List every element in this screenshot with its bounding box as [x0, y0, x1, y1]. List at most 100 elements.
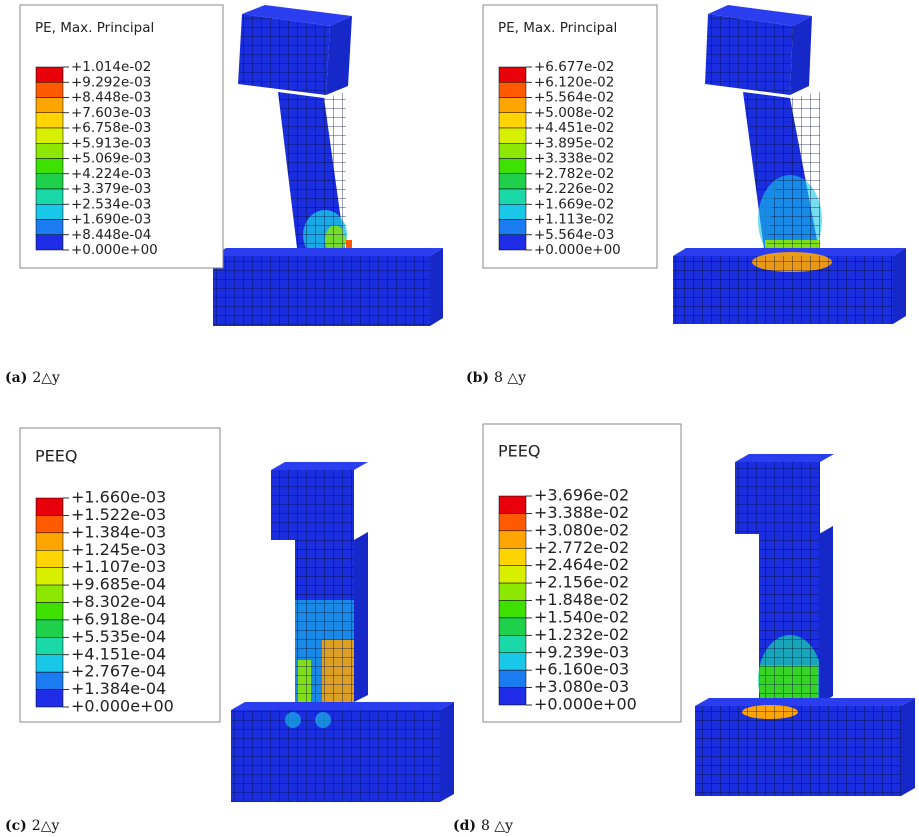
legend-swatch — [498, 112, 527, 129]
legend-label: +5.535e-04 — [71, 627, 166, 646]
legend-label: +1.540e-02 — [534, 607, 629, 626]
model-b — [673, 5, 906, 324]
legend-label: +3.080e-03 — [534, 677, 629, 696]
legend-label: +9.239e-03 — [534, 642, 629, 661]
legend-label: +3.379e-03 — [71, 181, 151, 197]
legend-label: +9.685e-04 — [71, 575, 166, 594]
legend-label: +0.000e+00 — [534, 242, 621, 258]
legend-swatch — [498, 582, 527, 601]
legend-swatch — [498, 687, 527, 706]
legend-swatch — [35, 637, 64, 655]
legend-swatch — [498, 565, 527, 584]
caption-text: 2△y — [32, 818, 60, 834]
legend-swatch — [498, 173, 527, 190]
legend-label: +5.008e-02 — [534, 105, 614, 121]
legend-swatch — [35, 497, 64, 516]
legend-label: +8.448e-03 — [71, 90, 151, 106]
legend-swatch — [498, 82, 527, 98]
caption-text: 2△y — [32, 370, 60, 386]
legend-swatch — [35, 689, 64, 708]
legend-label: +2.782e-02 — [534, 166, 614, 182]
legend-label: +0.000e+00 — [71, 242, 158, 258]
caption-text: 8 △y — [481, 818, 513, 834]
legend-label: +2.156e-02 — [534, 573, 629, 592]
legend-swatch — [35, 158, 64, 174]
legend-swatch — [498, 158, 527, 174]
legend-swatch — [35, 532, 64, 551]
legend-label: +6.677e-02 — [534, 59, 614, 75]
legend-label: +3.338e-02 — [534, 151, 614, 167]
legend-title: PE, Max. Principal — [35, 20, 154, 36]
legend-label: +1.690e-03 — [71, 212, 151, 228]
legend-label: +1.384e-03 — [71, 522, 166, 541]
legend-swatch — [498, 600, 527, 619]
legend-swatch — [498, 127, 527, 144]
legend-label: +2.226e-02 — [534, 181, 614, 197]
legend-label: +5.564e-02 — [534, 90, 614, 106]
legend-swatch — [35, 234, 64, 251]
legend-swatch — [498, 234, 527, 251]
legend-label: +8.448e-04 — [71, 227, 151, 243]
legend-label: +8.302e-04 — [71, 592, 166, 611]
caption-label: (b) — [466, 370, 489, 386]
legend-swatch — [35, 127, 64, 144]
legend-title: PEEQ — [35, 447, 77, 466]
legend-swatch — [35, 112, 64, 129]
legend-swatch — [35, 619, 64, 638]
legend-label: +3.696e-02 — [534, 486, 629, 505]
legend-label: +1.245e-03 — [71, 540, 166, 559]
legend-label: +4.451e-02 — [534, 120, 614, 136]
legend-swatch — [35, 584, 64, 603]
legend-swatch — [35, 97, 64, 113]
legend-title: PEEQ — [498, 442, 540, 461]
legend-label: +0.000e+00 — [534, 695, 637, 714]
legend-label: +1.660e-03 — [71, 488, 166, 507]
legend-swatch — [498, 219, 527, 235]
legend-swatch — [35, 654, 64, 673]
legend-swatch — [35, 219, 64, 235]
legend-label: +3.895e-02 — [534, 135, 614, 151]
legend-label: +4.151e-04 — [71, 644, 166, 663]
legend-label: +1.107e-03 — [71, 557, 166, 576]
legend-label: +6.758e-03 — [71, 120, 151, 136]
legend-swatch — [498, 652, 527, 671]
legend-swatch — [498, 143, 527, 159]
caption-text: 8 △y — [494, 370, 526, 386]
legend-label: +1.384e-04 — [71, 679, 166, 698]
legend-label: +0.000e+00 — [71, 697, 174, 716]
legend-label: +9.292e-03 — [71, 74, 151, 90]
legend-label: +6.160e-03 — [534, 660, 629, 679]
legend-swatch — [35, 173, 64, 190]
legend-swatch — [498, 204, 527, 220]
legend-label: +2.767e-04 — [71, 662, 166, 681]
legend-label: +1.113e-02 — [534, 212, 614, 228]
caption-label: (d) — [453, 818, 476, 834]
caption-label: (c) — [5, 818, 27, 834]
legend-title: PE, Max. Principal — [498, 20, 617, 36]
legend-swatch — [35, 567, 64, 586]
legend-swatch — [498, 97, 527, 113]
legend-label: +2.464e-02 — [534, 555, 629, 574]
legend-swatch — [35, 188, 64, 205]
legend-swatch — [35, 82, 64, 98]
legend-swatch — [35, 204, 64, 220]
legend-label: +3.080e-02 — [534, 520, 629, 539]
legend-label: +3.388e-02 — [534, 503, 629, 522]
caption-label: (a) — [5, 370, 27, 386]
legend-label: +1.232e-02 — [534, 625, 629, 644]
legend-label: +5.069e-03 — [71, 151, 151, 167]
legend-swatch — [35, 671, 64, 690]
legend-swatch — [498, 188, 527, 205]
legend-label: +4.224e-03 — [71, 166, 151, 182]
legend-swatch — [498, 617, 527, 636]
legend-label: +7.603e-03 — [71, 105, 151, 121]
legend-swatch — [35, 550, 64, 568]
legend-swatch — [35, 143, 64, 159]
model-c — [231, 462, 454, 802]
legend-swatch — [498, 669, 527, 688]
model-d — [695, 454, 915, 796]
legend-label: +2.534e-03 — [71, 196, 151, 212]
legend-swatch — [35, 66, 64, 83]
legend-label: +5.913e-03 — [71, 135, 151, 151]
legend-swatch — [498, 548, 527, 566]
